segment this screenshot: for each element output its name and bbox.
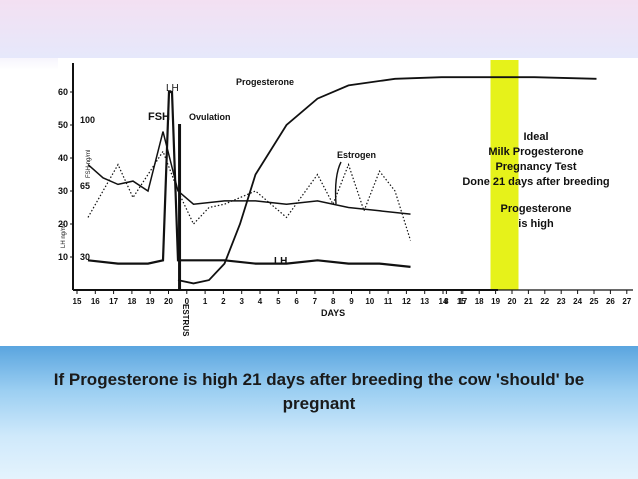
x-tick-label: 20: [164, 297, 173, 306]
x-tick-label: 15: [457, 297, 466, 306]
x-tick-label: 18: [475, 297, 484, 306]
y-tick-label: 10: [58, 252, 68, 262]
y-tick-label: 20: [58, 219, 68, 229]
x-tick-label: 19: [146, 297, 155, 306]
note-line-6: is high: [518, 218, 554, 230]
x-tick-label: 12: [402, 297, 411, 306]
x-tick-label: 17: [109, 297, 118, 306]
ovulation-label: Ovulation: [189, 112, 231, 122]
note-line-4: Done 21 days after breeding: [462, 176, 609, 188]
y-tick-label: 30: [58, 186, 68, 196]
pregnancy-test-note: Ideal Milk Progesterone Pregnancy Test D…: [462, 131, 609, 230]
x-tick-label: 25: [590, 297, 599, 306]
x-tick-label: 3: [239, 297, 244, 306]
x-axis-title: DAYS: [321, 308, 345, 318]
fsh-tick-label: 100: [80, 115, 95, 125]
x-tick-label: 15: [73, 297, 82, 306]
x-tick-label: 1: [203, 297, 208, 306]
x-tick-label: 8: [331, 297, 336, 306]
x-tick-label: 4: [258, 297, 263, 306]
note-line-2: Milk Progesterone: [488, 146, 583, 158]
x-tick-label: 10: [365, 297, 374, 306]
x-tick-label: 19: [491, 297, 500, 306]
x-tick-label: 24: [573, 297, 582, 306]
x-tick-label: 23: [557, 297, 566, 306]
estrogen-arrow: [334, 161, 342, 205]
x-tick-label: 17: [458, 297, 467, 306]
slide-caption: If Progesterone is high 21 days after br…: [53, 370, 585, 413]
x-tick-label: 13: [420, 297, 429, 306]
y-axis-label-fsh: FSH ng/ml: [86, 150, 92, 178]
x-tick-label: 26: [606, 297, 615, 306]
y-tick-label: 40: [58, 153, 68, 163]
x-tick-label: 8: [444, 297, 449, 306]
x-tick-label: 14: [439, 297, 448, 306]
x-tick-label: 7: [313, 297, 318, 306]
x-tick-label: 18: [127, 297, 136, 306]
x-tick-label: 5: [276, 297, 281, 306]
y-tick-label: 50: [58, 120, 68, 130]
y-tick-label: 60: [58, 87, 68, 97]
x-tick-label: 20: [508, 297, 517, 306]
fsh-tick-30: 30: [80, 252, 90, 262]
x-tick-label: 9: [349, 297, 354, 306]
note-line-1: Ideal: [523, 131, 548, 143]
day21-highlight: [490, 60, 519, 290]
progesterone-label: Progesterone: [236, 77, 294, 87]
x-tick-label: 22: [540, 297, 549, 306]
x-tick-label: 21: [524, 297, 533, 306]
series-lh-line: [87, 90, 411, 268]
slide-top-band: [0, 0, 638, 58]
series-progesterone-line: [177, 76, 597, 285]
fsh-tick-label: 65: [80, 181, 90, 191]
chart-panel: 10 20 30 40 50 60 65 100 15 16 17 18 19 20 0 1 2 3 4 5 6 7 8…: [58, 58, 638, 348]
note-line-5: Progesterone: [501, 203, 572, 215]
estrogen-label: Estrogen: [337, 150, 376, 160]
lh-peak-label: LH: [166, 83, 179, 94]
x-tick-label: 16: [91, 297, 100, 306]
fsh-peak-label: FSH: [148, 111, 170, 123]
x-tick-label: 0: [185, 297, 190, 306]
x-tick-label: 2: [221, 297, 226, 306]
lh-low-label: LH: [274, 256, 287, 267]
x-tick-label: 6: [294, 297, 299, 306]
x-tick-label: 11: [384, 297, 393, 306]
estrus-label: ESTRUS: [181, 304, 190, 337]
y-axis-label-lh: LH ng/ml: [61, 224, 67, 248]
caption-band: [0, 346, 638, 479]
series-fsh-line: [87, 131, 411, 215]
x-tick-label: 27: [622, 297, 631, 306]
note-line-3: Pregnancy Test: [495, 161, 576, 173]
